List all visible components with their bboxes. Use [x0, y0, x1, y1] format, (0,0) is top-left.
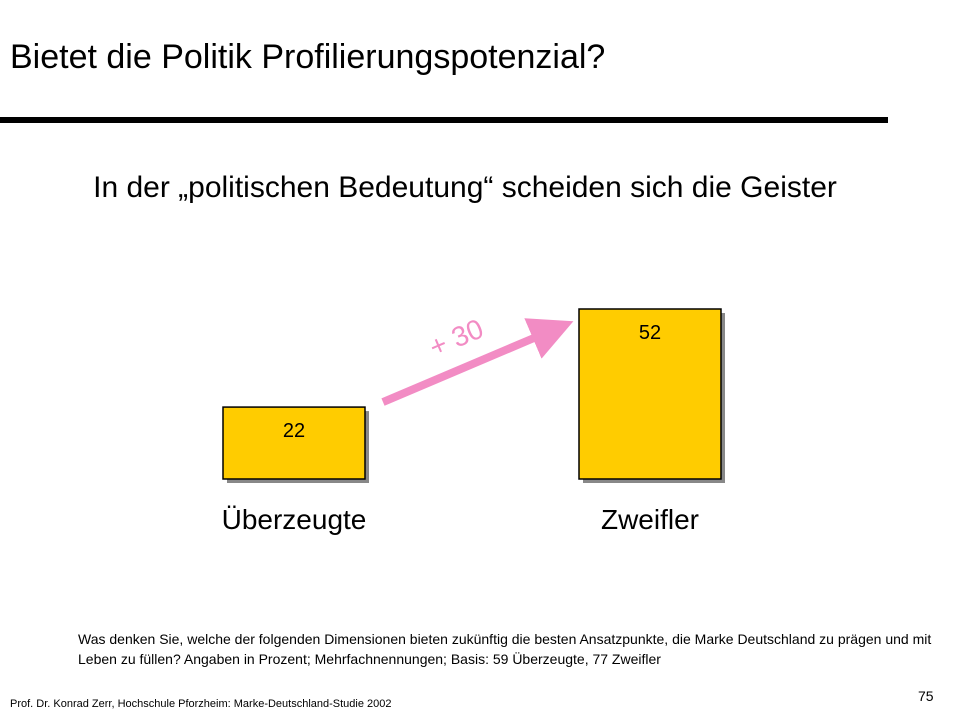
page-number: 75	[918, 688, 934, 704]
title-divider	[0, 117, 888, 123]
bar-zweifler	[578, 308, 722, 480]
source-citation: Prof. Dr. Konrad Zerr, Hochschule Pforzh…	[10, 698, 392, 710]
slide-subtitle: In der „politischen Bedeutung“ scheiden …	[93, 171, 837, 204]
category-label: Zweifler	[601, 504, 699, 535]
bar-überzeugte	[222, 406, 366, 480]
data-label: 22	[283, 420, 305, 442]
growth-arrow	[381, 318, 574, 406]
difference-annotation: + 30	[425, 313, 488, 363]
question-footnote: Was denken Sie, welche der folgenden Dim…	[78, 631, 932, 667]
category-label: Überzeugte	[222, 504, 367, 535]
data-label: 52	[639, 322, 661, 344]
slide-title: Bietet die Politik Profilierungspotenzia…	[10, 38, 606, 76]
